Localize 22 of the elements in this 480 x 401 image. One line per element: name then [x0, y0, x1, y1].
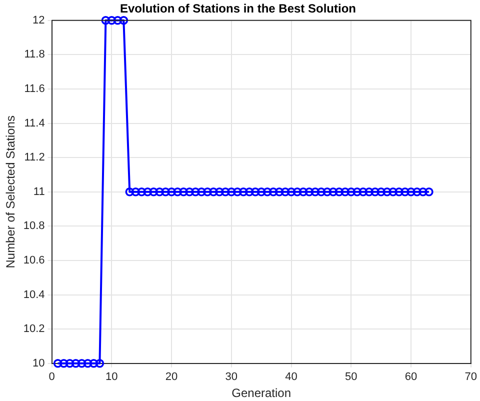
x-tick-label: 60 [404, 371, 418, 384]
x-tick-label: 20 [165, 371, 178, 384]
x-tick-label: 40 [285, 371, 298, 384]
y-tick-label: 12 [32, 14, 45, 26]
y-tick-label: 10.6 [23, 254, 45, 267]
x-tick-label: 10 [106, 371, 118, 384]
y-tick-label: 10 [32, 357, 45, 370]
y-tick-label: 11.2 [24, 152, 45, 164]
x-tick-label: 50 [345, 371, 358, 384]
chart-title: Evolution of Stations in the Best Solution [120, 2, 356, 16]
y-tick-label: 11.6 [24, 83, 45, 96]
y-tick-label: 10.2 [23, 323, 45, 336]
y-tick-label: 11.4 [24, 117, 45, 130]
x-tick-label: 30 [225, 371, 238, 384]
y-tick-label: 10.4 [23, 288, 45, 301]
y-tick-label: 10.8 [23, 220, 45, 232]
x-tick-label: 0 [48, 371, 55, 384]
x-axis-title: Generation [232, 386, 292, 400]
y-axis-title: Number of Selected Stations [4, 116, 18, 268]
y-tick-label: 11.8 [24, 48, 45, 61]
x-tick-label: 70 [464, 371, 478, 384]
y-tick-label: 11 [33, 186, 45, 198]
